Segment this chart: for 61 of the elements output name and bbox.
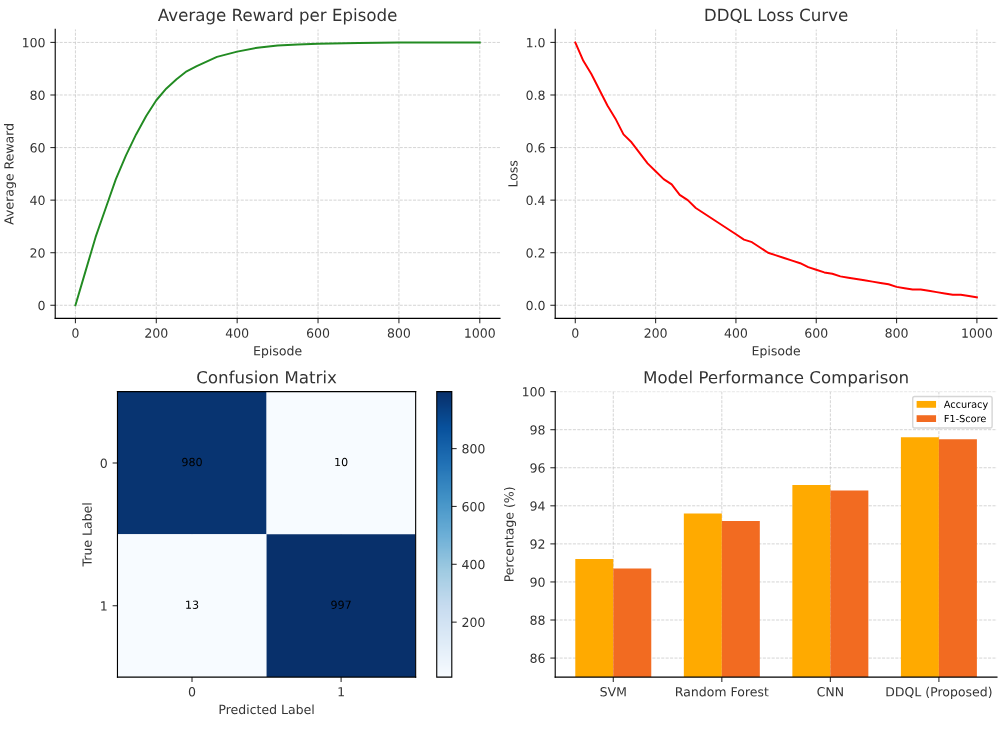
y-axis-title: Average Reward — [3, 124, 17, 225]
y-tick-label: 98 — [530, 425, 545, 435]
x-tick-label: 200 — [644, 328, 667, 338]
x-tick-label: 800 — [885, 328, 908, 338]
y-tick-label: 96 — [530, 463, 545, 473]
x-tick-label: DDQL (Proposed) — [886, 686, 992, 699]
y-tick-label: 94 — [530, 501, 545, 511]
x-tick-label: 0 — [188, 687, 196, 697]
y-tick-label: 86 — [530, 653, 545, 663]
y-tick-label: 0.8 — [526, 90, 545, 100]
color-bar-label: 400 — [462, 559, 485, 570]
y-tick-label: 1.0 — [526, 37, 545, 48]
y-axis-title: True Label — [82, 503, 92, 567]
x-axis-title: Predicted Label — [219, 704, 314, 715]
data-label: 980 — [182, 457, 202, 467]
color-bar-label: 600 — [462, 501, 485, 512]
x-tick-label: 1 — [338, 687, 344, 697]
y-tick-label: 90 — [530, 577, 545, 587]
y-tick-label: 0.2 — [526, 248, 545, 258]
chart-title: Model Performance Comparison — [644, 370, 908, 387]
y-tick-label: 60 — [30, 143, 45, 153]
chart-title: DDQL Loss Curve — [705, 8, 848, 24]
x-tick-label: 600 — [805, 328, 828, 338]
y-tick-label: 92 — [530, 539, 545, 549]
x-tick-label: 400 — [225, 328, 249, 338]
x-tick-label: 200 — [145, 328, 168, 338]
y-tick-label: 100 — [523, 387, 545, 397]
line-series — [74, 41, 481, 307]
color-bar-label: 800 — [462, 444, 485, 454]
y-tick-label: 0 — [38, 300, 45, 311]
chart-title: Average Reward per Episode — [157, 8, 397, 25]
legend-label: F1-Score — [944, 414, 986, 423]
x-tick-label: 0 — [572, 328, 579, 338]
x-tick-label: 400 — [724, 328, 748, 338]
y-tick-label: 88 — [530, 615, 545, 625]
y-tick-label: 100 — [23, 37, 45, 48]
chart-title: Confusion Matrix — [197, 370, 337, 384]
x-tick-label: CNN — [817, 687, 843, 697]
y-tick-label: 0.6 — [526, 143, 545, 153]
y-tick-label: 0.0 — [526, 300, 545, 311]
x-tick-label: 600 — [306, 328, 330, 338]
data-label: 13 — [186, 600, 199, 609]
y-axis-title: Loss — [508, 160, 518, 187]
y-tick-label: 40 — [30, 195, 45, 206]
x-tick-label: SVM — [600, 687, 626, 697]
y-tick-label: 0.4 — [526, 195, 545, 206]
legend-label: Accuracy — [943, 400, 988, 410]
x-axis-title: Episode — [752, 345, 800, 358]
color-bar-label: 200 — [462, 617, 485, 628]
x-tick-label: 800 — [387, 328, 411, 338]
x-tick-label: 1000 — [465, 328, 495, 338]
data-label: 10 — [335, 457, 348, 467]
y-tick-label: 80 — [30, 90, 45, 100]
line-series — [574, 41, 978, 299]
y-tick-label: 20 — [30, 248, 45, 258]
data-label: 997 — [331, 600, 351, 609]
y-axis-title: Percentage (%) — [503, 487, 517, 582]
x-tick-label: Random Forest — [676, 686, 769, 697]
x-tick-label: 0 — [72, 328, 79, 338]
x-axis-title: Episode — [254, 345, 302, 358]
x-tick-label: 1000 — [962, 328, 992, 338]
